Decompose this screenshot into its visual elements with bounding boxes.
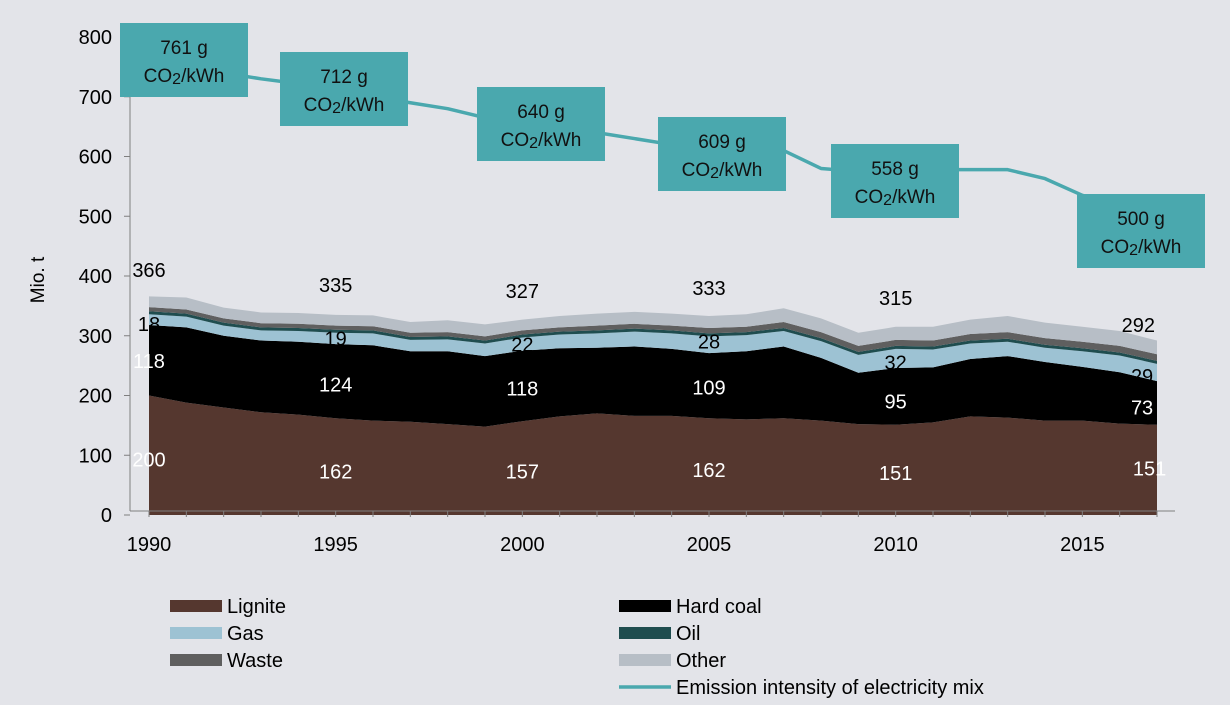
legend-swatch (619, 654, 671, 666)
intensity-callout: 712 g CO2/kWh (280, 52, 408, 126)
data-label: 151 (879, 463, 912, 485)
data-label: 200 (132, 449, 165, 471)
callout-box (1077, 194, 1205, 268)
legend: Lignite Hard coal Gas Oil Waste Other Emission… (170, 596, 984, 699)
data-label: 22 (511, 335, 533, 357)
y-axis-label: Mio. t (28, 256, 49, 303)
area-other (149, 296, 1157, 355)
y-tick-label: 0 (101, 505, 112, 527)
legend-item-lignite: Lignite (170, 596, 286, 618)
intensity-callout: 640 g CO2/kWh (477, 87, 605, 161)
callout-unit: CO2/kWh (501, 130, 582, 152)
intensity-callout: 500 g CO2/kWh (1077, 194, 1205, 268)
intensity-callout: 558 g CO2/kWh (831, 144, 959, 218)
callout-value: 712 g (320, 67, 368, 88)
legend-label: Oil (676, 623, 700, 645)
data-label: 95 (885, 391, 907, 413)
callout-unit: CO2/kWh (855, 187, 936, 209)
data-label: 151 (1133, 458, 1166, 480)
data-label: 162 (692, 460, 725, 482)
y-tick-label: 100 (79, 445, 112, 467)
x-tick-label: 2015 (1060, 534, 1105, 556)
legend-label: Hard coal (676, 596, 762, 618)
y-tick-label: 600 (79, 147, 112, 169)
legend-swatch (619, 600, 671, 612)
data-label: 335 (319, 275, 352, 297)
data-label: 327 (506, 281, 539, 303)
x-tick-label: 1990 (127, 534, 172, 556)
data-label: 366 (132, 260, 165, 282)
legend-swatch (170, 600, 222, 612)
data-label: 19 (325, 329, 347, 351)
data-label: 118 (133, 351, 165, 373)
callout-box (831, 144, 959, 218)
legend-item-waste: Waste (170, 650, 283, 672)
data-label: 124 (319, 375, 352, 397)
data-label: 28 (698, 332, 720, 354)
y-tick-label: 300 (79, 326, 112, 348)
callout-box (120, 23, 248, 97)
legend-item-oil: Oil (619, 623, 700, 645)
data-label: 109 (692, 378, 725, 400)
legend-item-gas: Gas (170, 623, 264, 645)
legend-swatch (619, 627, 671, 639)
y-tick-label: 200 (79, 386, 112, 408)
x-tick-label: 2010 (873, 534, 918, 556)
legend-label: Waste (227, 650, 283, 672)
callout-unit: CO2/kWh (1101, 237, 1182, 259)
stacked-areas (149, 296, 1157, 515)
area-lignite (149, 395, 1157, 515)
legend-label: Emission intensity of electricity mix (676, 677, 984, 699)
x-tick-label: 1995 (313, 534, 358, 556)
legend-item-other: Other (619, 650, 726, 672)
callout-box (477, 87, 605, 161)
y-tick-label: 800 (79, 27, 112, 49)
legend-label: Lignite (227, 596, 286, 618)
y-tick-label: 400 (79, 266, 112, 288)
x-tick-label: 2000 (500, 534, 545, 556)
intensity-callout: 761 g CO2/kWh (120, 23, 248, 97)
area-hard-coal (149, 324, 1157, 427)
data-label: 29 (1131, 366, 1153, 388)
data-label: 162 (319, 461, 352, 483)
callout-unit: CO2/kWh (304, 95, 385, 117)
data-labels: 366 335 327 333 315 292 18 19 22 28 32 29 118 124 118 1… (132, 260, 1166, 485)
legend-item-hard-coal: Hard coal (619, 596, 762, 618)
callout-value: 558 g (871, 159, 919, 180)
callout-box (658, 117, 786, 191)
callout-value: 640 g (517, 102, 565, 123)
intensity-callout: 609 g CO2/kWh (658, 117, 786, 191)
data-label: 292 (1122, 315, 1155, 337)
callout-unit: CO2/kWh (144, 66, 225, 88)
data-label: 157 (506, 461, 539, 483)
callout-unit: CO2/kWh (682, 160, 763, 182)
legend-label: Gas (227, 623, 264, 645)
data-label: 73 (1131, 397, 1153, 419)
callout-box (280, 52, 408, 126)
legend-swatch (170, 627, 222, 639)
callout-value: 609 g (698, 132, 746, 153)
data-label: 315 (879, 288, 912, 310)
legend-item-emission-intensity-of-electricity-mix: Emission intensity of electricity mix (619, 677, 984, 699)
y-tick-label: 700 (79, 87, 112, 109)
legend-swatch (170, 654, 222, 666)
data-label: 118 (506, 378, 538, 400)
data-label: 333 (692, 278, 725, 300)
x-tick-label: 2005 (687, 534, 732, 556)
y-tick-label: 500 (79, 206, 112, 228)
callout-value: 761 g (160, 38, 208, 59)
area-gas (149, 314, 1157, 382)
data-label: 18 (138, 314, 160, 336)
data-label: 32 (885, 353, 907, 375)
legend-label: Other (676, 650, 726, 672)
callout-value: 500 g (1117, 209, 1165, 230)
